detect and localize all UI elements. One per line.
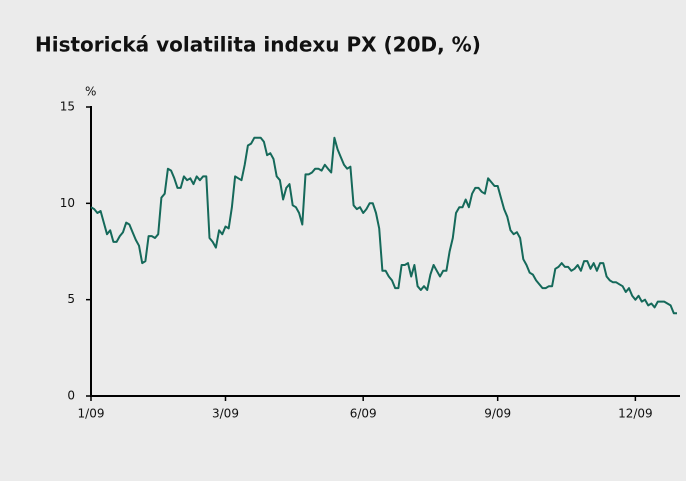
line (90, 136, 677, 315)
x-tick-label: 12/09 (618, 407, 653, 421)
x-tick-label: 6/09 (350, 407, 377, 421)
y-tick-label: 15 (60, 100, 75, 114)
x-tick-label: 3/09 (212, 407, 239, 421)
y-tick-label: 0 (67, 389, 75, 403)
y-axis-label: % (85, 85, 96, 99)
x-tick-label: 9/09 (484, 407, 511, 421)
x-tick-label: 1/09 (78, 407, 105, 421)
chart-title: Historická volatilita indexu PX (20D, %) (35, 33, 481, 57)
y-tick-label: 5 (67, 292, 75, 306)
y-tick-label: 10 (60, 196, 75, 210)
